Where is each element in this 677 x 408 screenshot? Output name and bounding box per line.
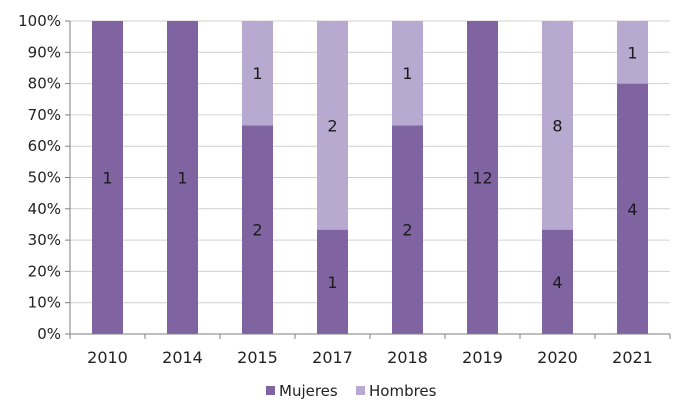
bar-mujeres-2010 [92, 21, 123, 334]
y-tick-label: 10% [28, 294, 61, 312]
data-label-mujeres-2021: 4 [627, 200, 637, 219]
y-tick-label: 90% [28, 43, 61, 61]
data-label-mujeres-2015: 2 [252, 221, 262, 240]
legend: Mujeres Hombres [266, 382, 437, 400]
legend-swatch-hombres [356, 386, 365, 395]
x-tick-label: 2015 [237, 348, 278, 367]
x-tick-label: 2021 [612, 348, 653, 367]
data-label-mujeres-2020: 4 [552, 273, 562, 292]
y-tick-label: 40% [28, 200, 61, 218]
legend-swatch-mujeres [266, 386, 275, 395]
data-label-hombres-2017: 2 [327, 116, 337, 135]
data-label-mujeres-2014: 1 [177, 169, 187, 188]
axes: 0% 10% 20% 30% 40% 50% 60% 70% 80% 90% 100% 2010 201… [18, 12, 671, 367]
bar-hombres-2018 [392, 21, 423, 126]
data-label-mujeres-2017: 1 [327, 273, 337, 292]
bar-hombres-2020 [542, 21, 573, 230]
x-tick-label: 2017 [312, 348, 353, 367]
x-tick-label: 2020 [537, 348, 578, 367]
x-tick-label: 2018 [387, 348, 428, 367]
data-label-mujeres-2019: 12 [472, 169, 492, 188]
data-label-hombres-2020: 8 [552, 116, 562, 135]
bar-mujeres-2018 [392, 125, 423, 334]
x-tick-label: 2010 [87, 348, 128, 367]
y-tick-label: 20% [28, 262, 61, 280]
bar-hombres-2015 [242, 21, 273, 126]
y-tick-label: 100% [18, 12, 61, 30]
data-label-mujeres-2018: 2 [402, 221, 412, 240]
y-tick-label: 50% [28, 169, 61, 187]
y-tick-label: 60% [28, 137, 61, 155]
bar-hombres-2021 [617, 21, 648, 84]
x-tick-label: 2019 [462, 348, 503, 367]
data-label-hombres-2015: 1 [252, 64, 262, 83]
bar-mujeres-2020 [542, 229, 573, 334]
y-tick-label: 0% [37, 325, 61, 343]
y-tick-label: 80% [28, 75, 61, 93]
x-tick-label: 2014 [162, 348, 203, 367]
bar-hombres-2017 [317, 21, 348, 230]
data-label-hombres-2018: 1 [402, 64, 412, 83]
y-tick-label: 30% [28, 231, 61, 249]
bar-mujeres-2017 [317, 229, 348, 334]
bar-mujeres-2014 [167, 21, 198, 334]
y-tick-label: 70% [28, 106, 61, 124]
legend-label-hombres: Hombres [369, 382, 437, 400]
bar-mujeres-2019 [467, 21, 498, 334]
data-label-hombres-2021: 1 [627, 43, 637, 62]
gridlines [70, 20, 670, 304]
bar-mujeres-2021 [617, 83, 648, 334]
data-label-mujeres-2010: 1 [102, 169, 112, 188]
bar-mujeres-2015 [242, 125, 273, 334]
legend-label-mujeres: Mujeres [279, 382, 338, 400]
